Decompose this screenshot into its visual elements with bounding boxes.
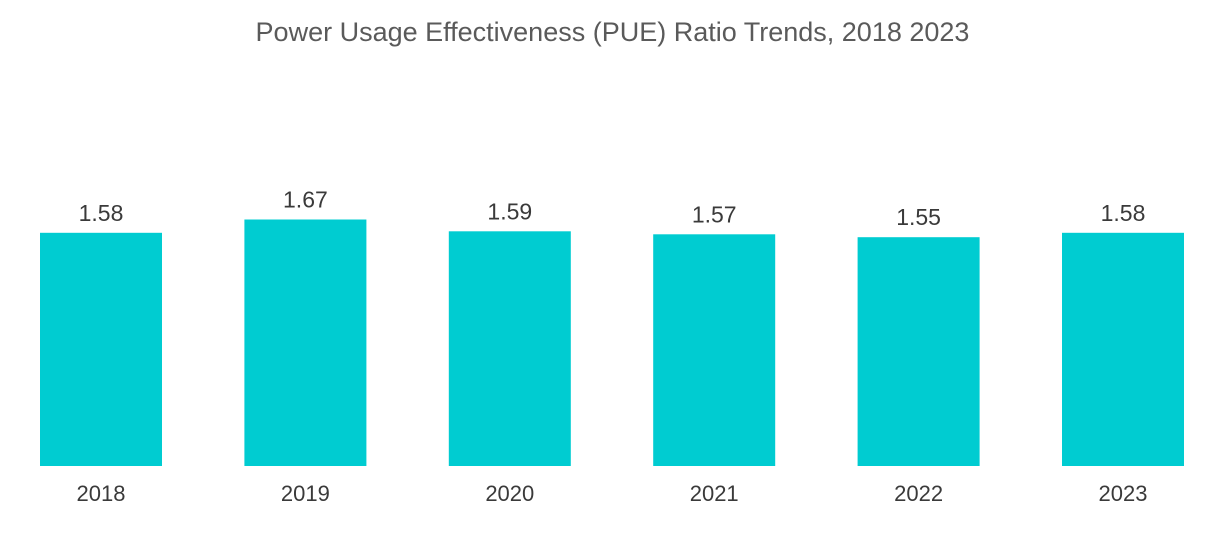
x-tick-label-2021: 2021 (690, 481, 739, 506)
bars-group (40, 219, 1184, 466)
data-label-2020: 1.59 (487, 198, 532, 224)
data-label-2021: 1.57 (692, 201, 737, 227)
data-label-2023: 1.58 (1101, 200, 1146, 226)
x-tick-label-2023: 2023 (1099, 481, 1148, 506)
bar-2019 (244, 219, 367, 466)
x-axis-ticks: 2018 2019 2020 2021 2022 2023 (77, 481, 1148, 506)
value-labels-group: 1.58 1.67 1.59 1.57 1.55 1.58 (79, 187, 1146, 231)
x-tick-label-2020: 2020 (485, 481, 534, 506)
bar-2022 (857, 237, 980, 466)
x-tick-label-2018: 2018 (77, 481, 126, 506)
chart-title: Power Usage Effectiveness (PUE) Ratio Tr… (255, 17, 970, 47)
bar-2023 (1062, 232, 1184, 466)
data-label-2019: 1.67 (283, 187, 328, 213)
x-tick-label-2022: 2022 (894, 481, 943, 506)
bar-2021 (653, 234, 776, 466)
bar-2020 (448, 231, 571, 466)
bar-2018 (40, 232, 162, 466)
data-label-2022: 1.55 (896, 204, 941, 230)
x-tick-label-2019: 2019 (281, 481, 330, 506)
data-label-2018: 1.58 (79, 200, 124, 226)
